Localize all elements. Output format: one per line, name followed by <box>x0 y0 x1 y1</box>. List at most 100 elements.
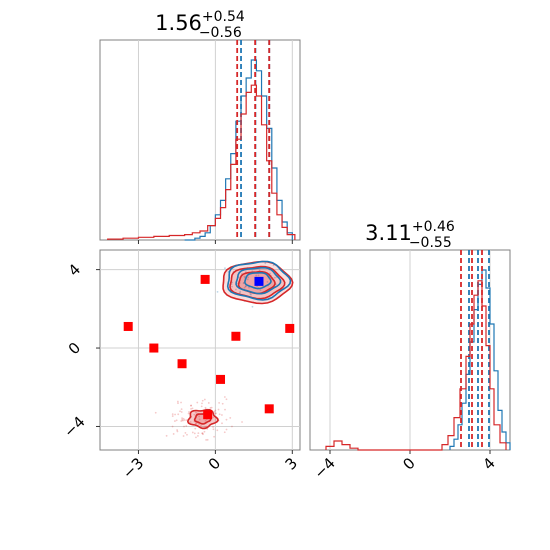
sample-point <box>184 432 187 434</box>
sample-point <box>223 396 226 398</box>
sample-point <box>180 401 182 404</box>
x-tick-label: 4 <box>479 454 498 473</box>
red-square-marker <box>177 359 187 369</box>
sample-point <box>193 413 196 416</box>
sample-point <box>201 432 204 435</box>
sample-point <box>204 406 207 409</box>
sample-point <box>203 398 206 401</box>
sample-point <box>223 431 226 434</box>
sample-point <box>212 426 214 428</box>
title-upper-error: +0.46 <box>412 219 455 235</box>
sample-point <box>212 428 215 431</box>
sample-point <box>176 430 179 433</box>
sample-point <box>225 398 228 401</box>
y-tick-label: 0 <box>65 339 84 358</box>
sample-point <box>221 422 223 425</box>
sample-point <box>224 408 226 411</box>
sample-point <box>183 419 186 421</box>
sample-point <box>182 435 185 437</box>
sample-point <box>201 402 203 405</box>
sample-point <box>204 419 207 422</box>
sample-point <box>218 402 221 404</box>
sample-point <box>243 286 246 289</box>
title-bottom-right: 3.11+0.46 −0.55 <box>365 219 455 251</box>
x-tick-label: −3 <box>119 454 147 482</box>
sample-point <box>180 408 183 411</box>
red-square-marker <box>149 343 159 353</box>
sample-point <box>188 410 190 413</box>
sample-point <box>185 419 188 422</box>
sample-point <box>198 418 201 421</box>
sample-point <box>264 262 267 265</box>
sample-point <box>195 436 197 439</box>
x-tick-label: 0 <box>205 454 224 473</box>
red-square-marker <box>123 321 133 331</box>
sample-point <box>174 420 176 422</box>
sample-point <box>172 433 175 435</box>
sample-point <box>221 414 223 416</box>
sample-point <box>190 404 192 407</box>
sample-point <box>207 402 210 404</box>
red-square-marker <box>231 331 241 341</box>
sample-point <box>197 432 200 434</box>
sample-point <box>269 272 271 275</box>
sample-point <box>210 406 213 409</box>
sample-point <box>214 409 217 412</box>
sample-point <box>274 276 276 279</box>
x-tick-label: −4 <box>310 454 338 482</box>
sample-point <box>154 411 157 414</box>
sample-point <box>224 267 226 270</box>
sample-point <box>250 293 252 296</box>
sample-point <box>212 416 215 419</box>
sample-point <box>186 433 188 436</box>
sample-point <box>225 428 228 431</box>
sample-point <box>187 412 190 415</box>
sample-point <box>266 280 269 283</box>
red-square-marker <box>264 404 274 414</box>
sample-point <box>195 412 198 415</box>
title-lower-error: −0.55 <box>409 235 452 251</box>
blue-contour-mid <box>235 266 282 295</box>
sample-point <box>183 425 185 428</box>
sample-point <box>246 278 249 281</box>
sample-point <box>179 410 181 413</box>
sample-point <box>216 429 219 432</box>
sample-point <box>272 264 275 267</box>
sample-point <box>190 408 192 410</box>
sample-point <box>251 305 254 308</box>
sample-point <box>225 418 228 421</box>
title-upper-error: +0.54 <box>202 9 245 25</box>
sample-point <box>243 275 246 278</box>
sample-point <box>198 415 201 418</box>
panel-bottom-right: −4 0 4 <box>309 249 511 482</box>
sample-point <box>197 435 199 437</box>
sample-point <box>231 281 234 284</box>
sample-point <box>176 429 178 431</box>
sample-point <box>255 274 258 277</box>
sample-point <box>175 419 178 422</box>
sample-point <box>181 418 184 421</box>
sample-point <box>194 422 197 425</box>
sample-point <box>217 408 220 411</box>
y-tick-label: 4 <box>65 260 84 279</box>
sample-point <box>200 424 202 427</box>
sample-point <box>195 422 198 425</box>
sample-point <box>181 417 183 420</box>
sample-point <box>259 289 262 292</box>
sample-point <box>247 276 250 279</box>
red-square-marker <box>200 274 210 284</box>
sample-point <box>257 274 260 277</box>
blue-contour-outer <box>226 260 292 301</box>
sample-point <box>171 425 174 428</box>
sample-point <box>177 402 179 405</box>
sample-point <box>215 412 217 415</box>
sample-point <box>194 411 197 414</box>
sample-point <box>190 404 192 407</box>
sample-point <box>238 291 241 294</box>
sample-point <box>239 290 242 293</box>
sample-point <box>205 439 208 441</box>
sample-point <box>185 425 188 427</box>
sample-point <box>214 412 216 415</box>
sample-point <box>221 402 224 405</box>
